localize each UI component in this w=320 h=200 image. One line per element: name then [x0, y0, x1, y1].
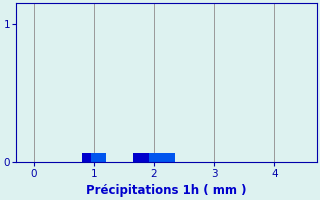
X-axis label: Précipitations 1h ( mm ): Précipitations 1h ( mm ) [86, 184, 246, 197]
Bar [133, 153, 149, 162]
Bar [91, 153, 106, 162]
Bar [149, 153, 175, 162]
Bar [82, 153, 91, 162]
